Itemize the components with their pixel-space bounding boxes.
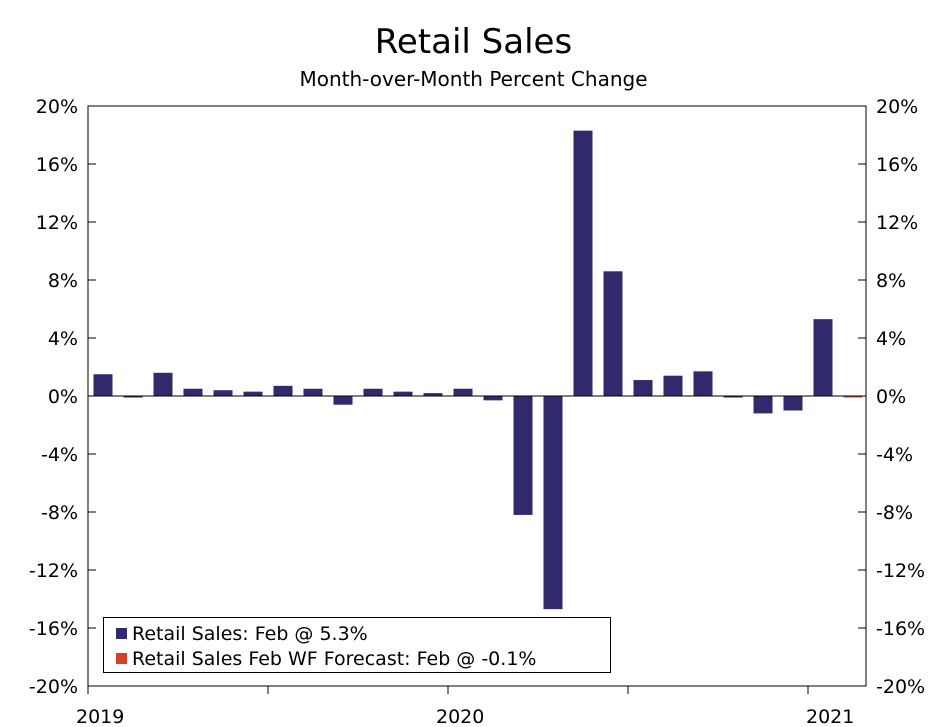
bar-retail-sales-12 bbox=[453, 388, 473, 396]
bar-retail-sales-21 bbox=[723, 396, 743, 398]
bar-retail-sales-6 bbox=[273, 385, 293, 396]
x-tick-label-2019: 2019 bbox=[76, 706, 124, 727]
bar-retail-sales-4 bbox=[213, 390, 233, 396]
bar-retail-sales-22 bbox=[753, 396, 773, 414]
bar-retail-sales-10 bbox=[393, 391, 413, 396]
y-tick-label-left: 0% bbox=[48, 386, 78, 408]
bar-retail-sales-17 bbox=[603, 271, 623, 396]
bar-forecast-25 bbox=[843, 396, 863, 398]
bar-retail-sales-23 bbox=[783, 396, 803, 411]
legend: Retail Sales: Feb @ 5.3% Retail Sales Fe… bbox=[103, 617, 611, 673]
bar-retail-sales-0 bbox=[93, 374, 113, 396]
y-tick-label-left: -16% bbox=[29, 618, 78, 640]
y-tick-label-right: 4% bbox=[876, 328, 906, 350]
y-tick-label-left: 8% bbox=[48, 270, 78, 292]
legend-swatch-retail-sales bbox=[116, 628, 127, 639]
y-tick-label-left: -20% bbox=[29, 676, 78, 698]
y-tick-label-right: 0% bbox=[876, 386, 906, 408]
x-tick-label-2021: 2021 bbox=[806, 706, 854, 727]
chart-subtitle: Month-over-Month Percent Change bbox=[299, 67, 648, 91]
legend-swatch-forecast bbox=[116, 653, 127, 664]
bar-retail-sales-7 bbox=[303, 388, 323, 396]
bar-retail-sales-19 bbox=[663, 375, 683, 396]
x-axis-ticks: 2019 2020 2021 bbox=[76, 686, 854, 727]
bar-retail-sales-18 bbox=[633, 380, 653, 396]
y-tick-label-right: -20% bbox=[876, 676, 925, 698]
y-tick-label-left: -4% bbox=[41, 444, 78, 466]
y-tick-label-right: -8% bbox=[876, 502, 913, 524]
y-tick-label-right: -12% bbox=[876, 560, 925, 582]
bar-retail-sales-2 bbox=[153, 372, 173, 396]
y-tick-label-right: 12% bbox=[876, 212, 918, 234]
bar-retail-sales-9 bbox=[363, 388, 383, 396]
bars-group bbox=[93, 130, 863, 610]
bar-retail-sales-5 bbox=[243, 391, 263, 396]
bar-retail-sales-24 bbox=[813, 319, 833, 396]
y-tick-label-right: -4% bbox=[876, 444, 913, 466]
y-tick-label-left: -12% bbox=[29, 560, 78, 582]
y-tick-label-left: 12% bbox=[36, 212, 78, 234]
bar-retail-sales-20 bbox=[693, 371, 713, 396]
bar-retail-sales-11 bbox=[423, 393, 443, 396]
x-tick-label-2020: 2020 bbox=[436, 706, 484, 727]
legend-item-forecast: Retail Sales Feb WF Forecast: Feb @ -0.1… bbox=[116, 646, 610, 671]
y-tick-label-left: 4% bbox=[48, 328, 78, 350]
legend-item-retail-sales: Retail Sales: Feb @ 5.3% bbox=[116, 621, 610, 646]
chart-title: Retail Sales bbox=[374, 22, 573, 62]
y-tick-label-left: 16% bbox=[36, 154, 78, 176]
bar-retail-sales-1 bbox=[123, 396, 143, 398]
bar-retail-sales-15 bbox=[543, 396, 563, 610]
bar-retail-sales-8 bbox=[333, 396, 353, 405]
bar-retail-sales-3 bbox=[183, 388, 203, 396]
legend-label-forecast: Retail Sales Feb WF Forecast: Feb @ -0.1… bbox=[132, 647, 537, 670]
bar-retail-sales-16 bbox=[573, 130, 593, 396]
y-tick-label-right: -16% bbox=[876, 618, 925, 640]
y-tick-label-left: -8% bbox=[41, 502, 78, 524]
legend-label-retail-sales: Retail Sales: Feb @ 5.3% bbox=[132, 622, 368, 645]
y-tick-label-right: 16% bbox=[876, 154, 918, 176]
y-tick-label-right: 20% bbox=[876, 96, 918, 118]
bar-retail-sales-13 bbox=[483, 396, 503, 401]
y-tick-label-left: 20% bbox=[36, 96, 78, 118]
y-axis-ticks: 20% 20% 16% 16% 12% 12% 8% 8% 4% 4% 0% 0% -4% -4% -8% -… bbox=[29, 96, 925, 698]
y-tick-label-right: 8% bbox=[876, 270, 906, 292]
bar-retail-sales-14 bbox=[513, 396, 533, 515]
